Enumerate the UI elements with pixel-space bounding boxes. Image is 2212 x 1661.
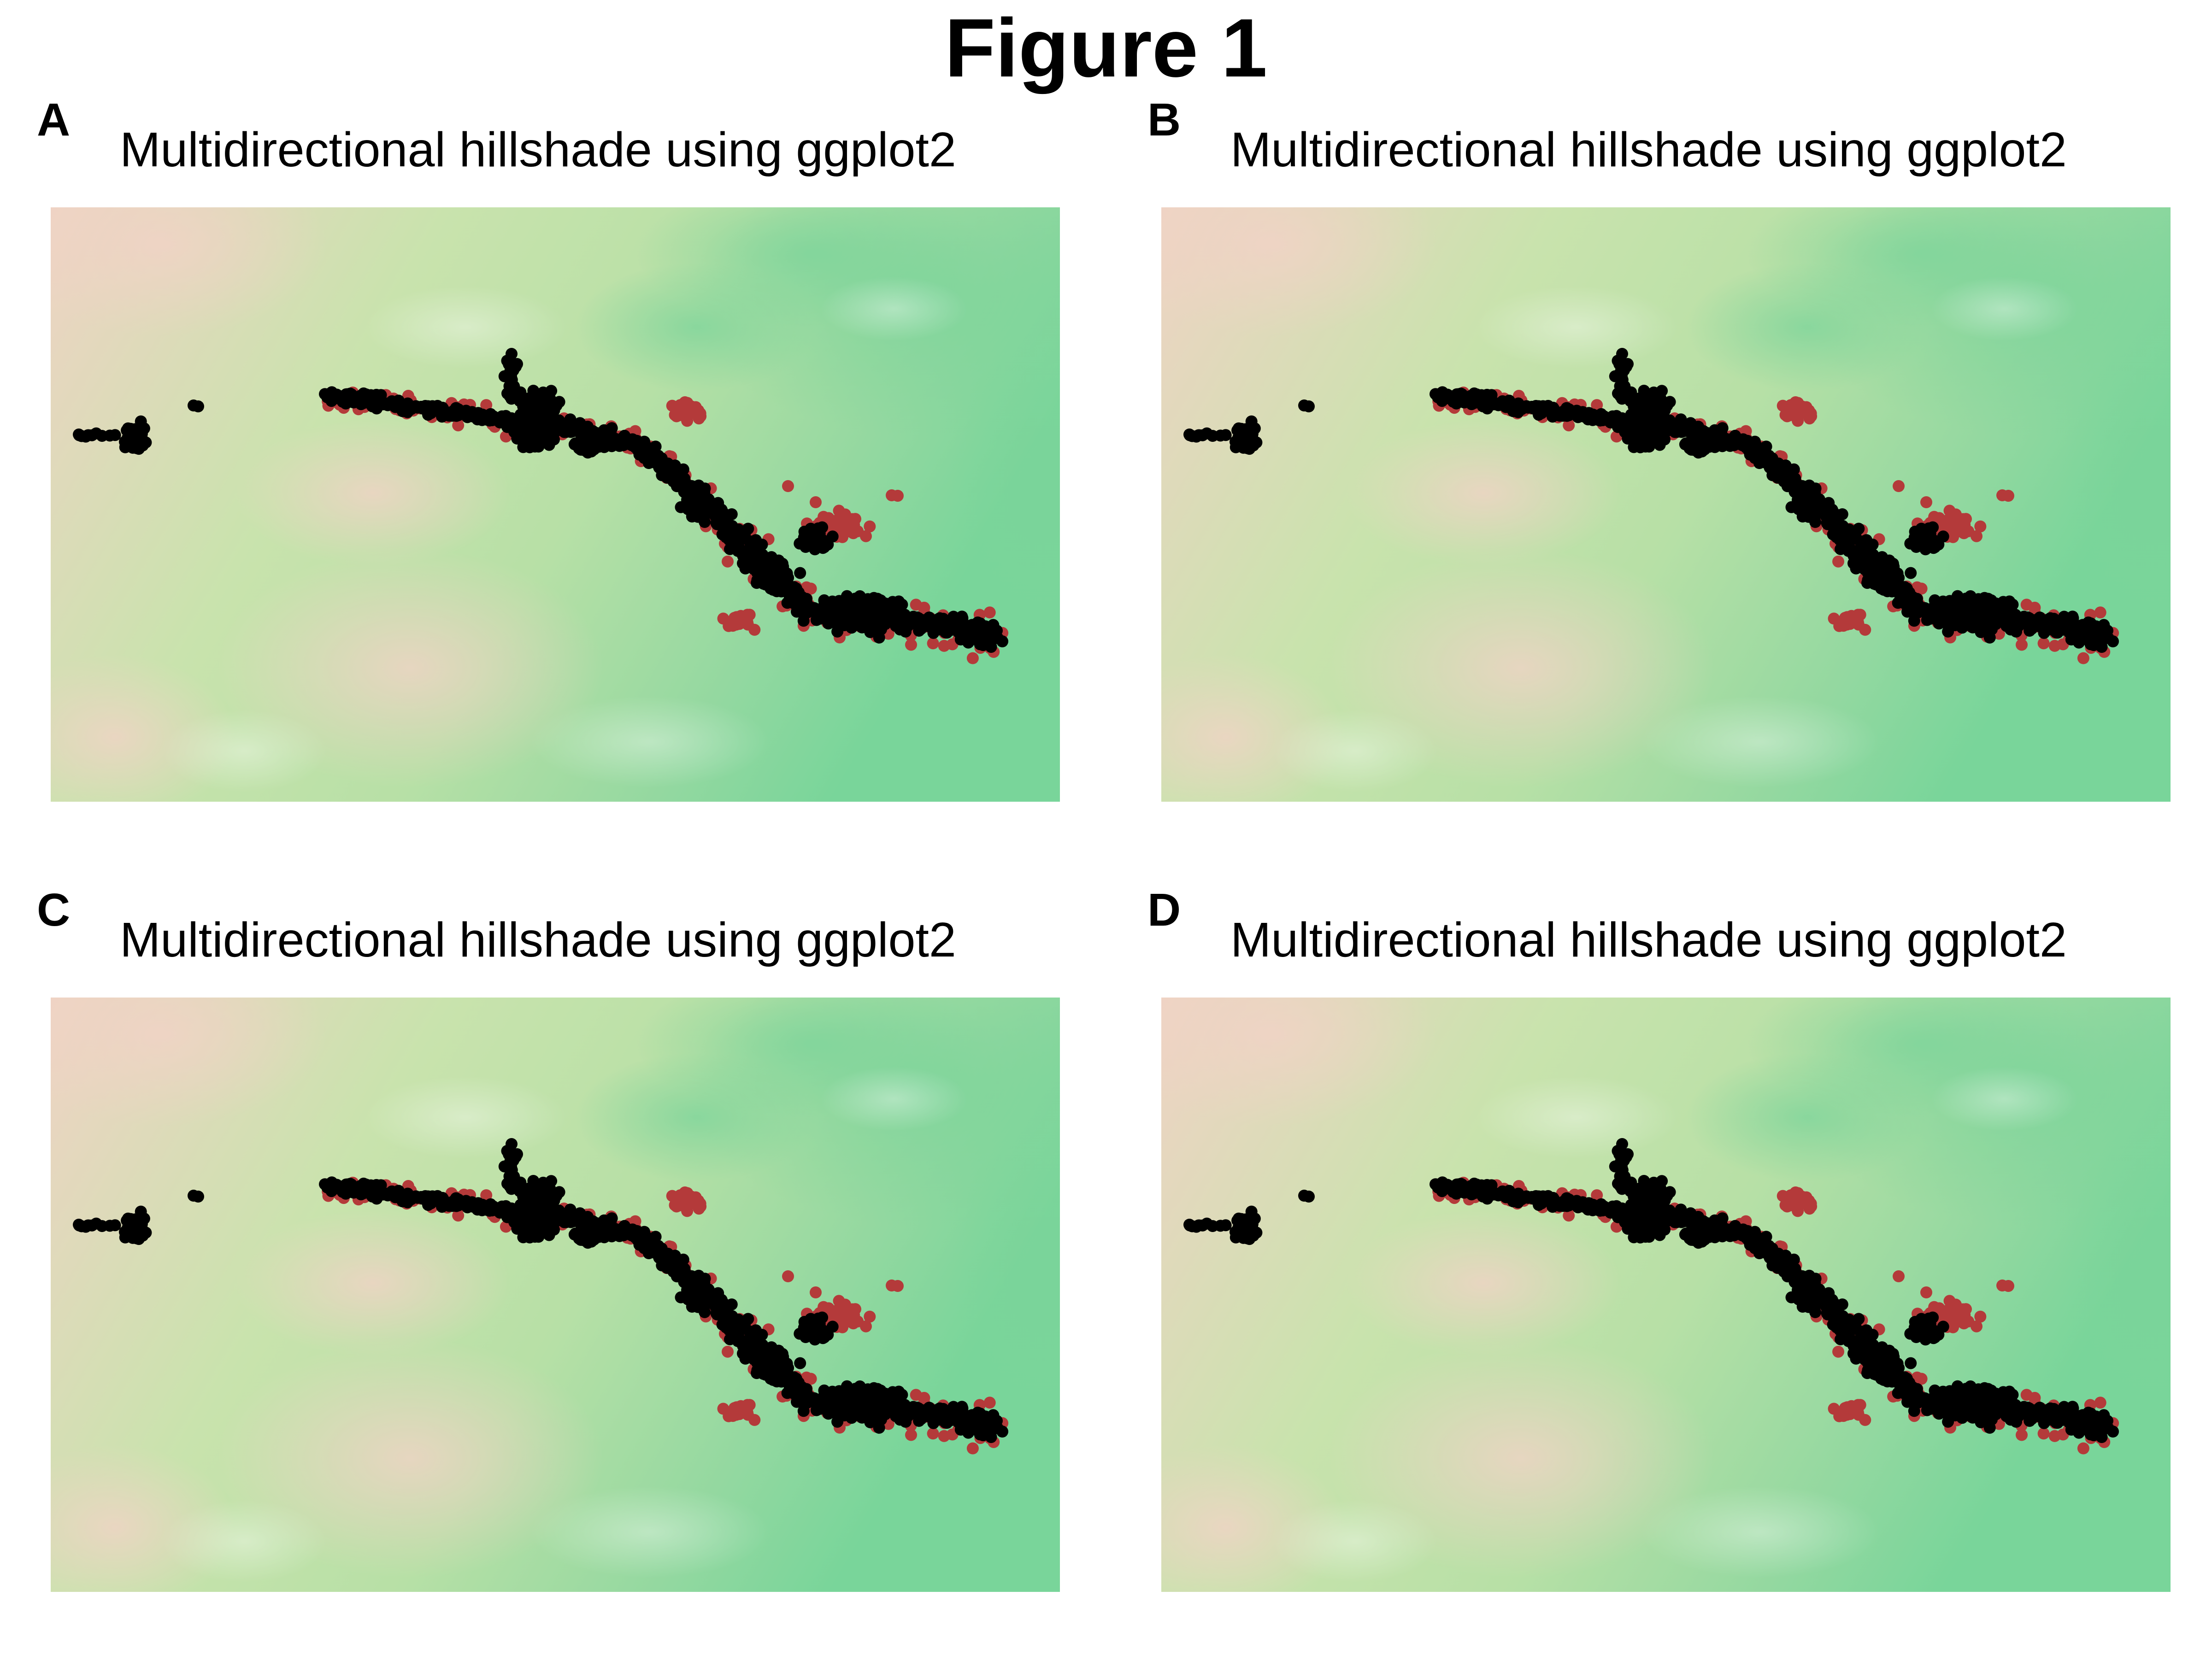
- hillshade-map: [51, 207, 1060, 802]
- map-panel-d: D Multidirectional hillshade using ggplo…: [1111, 878, 2212, 1661]
- panel-title: Multidirectional hillshade using ggplot2: [120, 123, 956, 177]
- panel-letter: C: [37, 884, 71, 936]
- hillshade-layer: [1161, 207, 2171, 802]
- occurrence-points-black: [1183, 348, 2119, 653]
- hillshade-layer: [1161, 998, 2171, 1592]
- hillshade-layer: [51, 998, 1060, 1592]
- panel-title: Multidirectional hillshade using ggplot2: [120, 913, 956, 967]
- hillshade-layer: [51, 207, 1060, 802]
- hillshade-map: [1161, 998, 2171, 1592]
- map-panel-c: C Multidirectional hillshade using ggplo…: [0, 878, 1106, 1661]
- hillshade-map: [51, 998, 1060, 1592]
- map-panel-a: A Multidirectional hillshade using ggplo…: [0, 88, 1106, 871]
- hillshade-map: [1161, 207, 2171, 802]
- occurrence-points-black: [73, 1138, 1008, 1443]
- map-canvas: [1161, 998, 2171, 1592]
- occurrence-points-black: [73, 348, 1008, 653]
- map-canvas: [51, 207, 1060, 802]
- map-canvas: [51, 998, 1060, 1592]
- panel-letter: B: [1147, 94, 1181, 146]
- panel-letter: A: [37, 94, 71, 146]
- occurrence-points-black: [1183, 1138, 2119, 1443]
- map-canvas: [1161, 207, 2171, 802]
- figure-title: Figure 1: [944, 2, 1268, 94]
- panel-title: Multidirectional hillshade using ggplot2: [1230, 913, 2067, 967]
- panel-title: Multidirectional hillshade using ggplot2: [1230, 123, 2067, 177]
- map-panel-b: B Multidirectional hillshade using ggplo…: [1111, 88, 2212, 871]
- panel-letter: D: [1147, 884, 1181, 936]
